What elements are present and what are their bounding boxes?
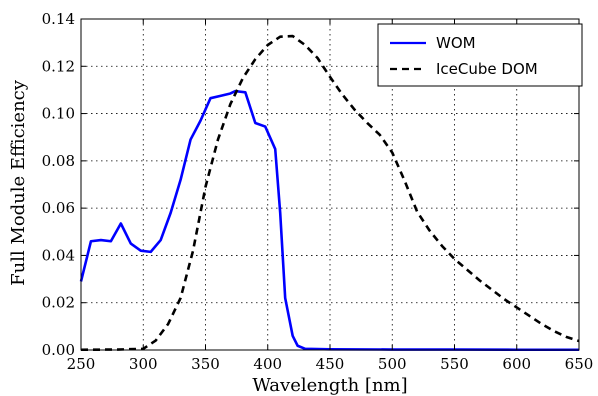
legend: WOM IceCube DOM (377, 23, 583, 87)
y-tick-label: 0.14 (42, 10, 75, 28)
x-tick-label: 550 (440, 355, 469, 373)
y-tick-label: 0.08 (42, 152, 75, 170)
x-tick-label: 650 (565, 355, 594, 373)
tick-marks (80, 18, 580, 351)
y-axis-label: Full Module Efficiency (8, 79, 29, 286)
y-tick-label: 0.10 (42, 105, 75, 123)
x-tick-label: 250 (67, 355, 96, 373)
x-tick-label: 500 (378, 355, 407, 373)
y-tick-label: 0.00 (42, 341, 75, 359)
data-series (79, 34, 580, 352)
legend-label-icecube-dom: IceCube DOM (436, 60, 538, 78)
y-tick-label: 0.02 (42, 294, 75, 312)
x-tick-label: 350 (191, 355, 220, 373)
x-tick-label: 400 (253, 355, 282, 373)
series-line-icecube-dom (80, 34, 580, 352)
y-tick-label: 0.04 (42, 246, 75, 264)
legend-box (377, 23, 583, 87)
x-tick-labels: 250 300 350 400 450 500 550 600 650 (67, 355, 594, 373)
y-tick-labels: 0.00 0.02 0.04 0.06 0.08 0.10 0.12 0.14 (42, 10, 75, 359)
x-tick-label: 600 (502, 355, 531, 373)
legend-label-wom: WOM (436, 34, 476, 52)
y-tick-label: 0.06 (42, 199, 75, 217)
x-axis-label: Wavelength [nm] (252, 375, 407, 396)
series-line-wom (79, 89, 579, 352)
x-tick-label: 300 (129, 355, 158, 373)
y-tick-label: 0.12 (42, 57, 75, 75)
x-tick-label: 450 (316, 355, 345, 373)
